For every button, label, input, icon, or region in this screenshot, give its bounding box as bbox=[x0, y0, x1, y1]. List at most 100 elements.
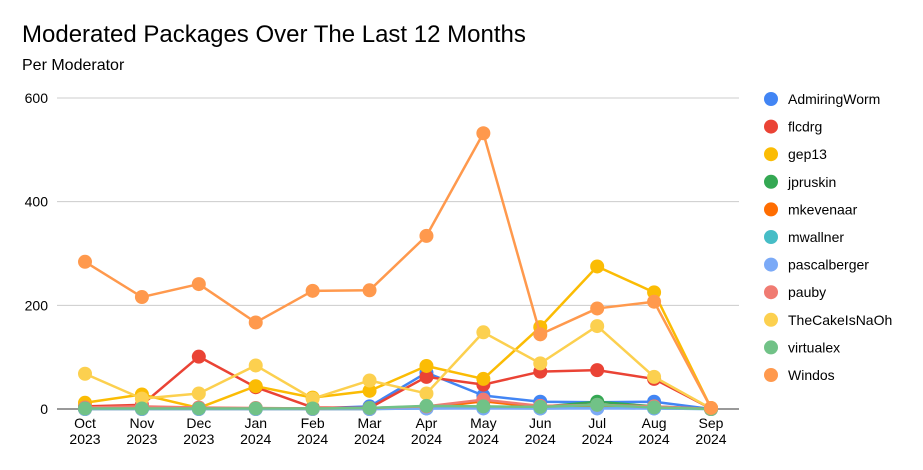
data-point[interactable] bbox=[305, 401, 320, 416]
x-tick-year: 2024 bbox=[525, 431, 556, 447]
x-tick-month: Jan bbox=[244, 415, 267, 431]
x-tick-month: Jul bbox=[588, 415, 606, 431]
data-point[interactable] bbox=[78, 401, 92, 416]
data-point[interactable] bbox=[362, 373, 377, 388]
x-tick-label: Jan 2024 bbox=[240, 415, 271, 447]
data-point[interactable] bbox=[134, 401, 149, 416]
data-point[interactable] bbox=[476, 371, 491, 386]
x-tick-label: Aug 2024 bbox=[639, 415, 670, 447]
y-tick-label: 400 bbox=[25, 194, 49, 210]
x-tick-label: May 2024 bbox=[468, 415, 499, 447]
data-point[interactable] bbox=[590, 397, 605, 412]
x-tick-year: 2024 bbox=[695, 431, 726, 447]
y-tick-label: 0 bbox=[40, 401, 48, 417]
legend-item-mwallner[interactable]: mwallner bbox=[764, 229, 844, 245]
legend-item-thecakeisnaoh[interactable]: TheCakeIsNaOh bbox=[764, 312, 892, 328]
data-point[interactable] bbox=[419, 358, 434, 373]
data-point[interactable] bbox=[647, 369, 662, 384]
data-point[interactable] bbox=[533, 356, 548, 371]
data-point[interactable] bbox=[362, 283, 377, 298]
chart-title: Moderated Packages Over The Last 12 Mont… bbox=[22, 21, 526, 48]
data-point[interactable] bbox=[647, 294, 662, 309]
data-point[interactable] bbox=[419, 386, 434, 401]
data-point[interactable] bbox=[476, 399, 491, 414]
data-point[interactable] bbox=[78, 254, 92, 269]
legend-marker bbox=[764, 92, 778, 106]
legend-item-admiringworm[interactable]: AdmiringWorm bbox=[764, 91, 880, 107]
x-tick-year: 2024 bbox=[297, 431, 328, 447]
chart-subtitle: Per Moderator bbox=[22, 57, 125, 74]
x-tick-year: 2024 bbox=[468, 431, 499, 447]
data-point[interactable] bbox=[476, 325, 491, 340]
data-point[interactable] bbox=[248, 401, 263, 416]
data-point[interactable] bbox=[476, 126, 491, 141]
data-point[interactable] bbox=[533, 399, 548, 414]
legend-label: mwallner bbox=[788, 229, 844, 245]
legend-label: gep13 bbox=[788, 146, 827, 162]
data-point[interactable] bbox=[191, 401, 206, 416]
data-point[interactable] bbox=[590, 363, 605, 378]
data-point[interactable] bbox=[248, 358, 263, 373]
x-tick-label: Oct 2023 bbox=[69, 415, 100, 447]
data-point[interactable] bbox=[647, 400, 662, 415]
x-tick-month: Mar bbox=[357, 415, 381, 431]
series-virtualex bbox=[78, 397, 718, 416]
data-point[interactable] bbox=[191, 386, 206, 401]
data-point[interactable] bbox=[704, 400, 718, 415]
x-tick-month: Jun bbox=[529, 415, 552, 431]
data-point[interactable] bbox=[533, 327, 548, 342]
x-tick-year: 2023 bbox=[183, 431, 214, 447]
x-tick-label: Feb 2024 bbox=[297, 415, 328, 447]
y-tick-label: 600 bbox=[25, 90, 49, 106]
legend-marker bbox=[764, 312, 778, 327]
data-point[interactable] bbox=[362, 400, 377, 415]
data-point[interactable] bbox=[248, 315, 263, 330]
legend-label: pascalberger bbox=[788, 257, 869, 273]
data-point[interactable] bbox=[191, 277, 206, 292]
legend-label: flcdrg bbox=[788, 119, 822, 135]
series-windos bbox=[78, 126, 718, 415]
legend-marker bbox=[764, 257, 778, 272]
legend-marker bbox=[764, 230, 778, 244]
data-point[interactable] bbox=[419, 228, 434, 243]
legend-item-windos[interactable]: Windos bbox=[764, 367, 835, 383]
data-point[interactable] bbox=[590, 301, 605, 316]
x-tick-label: Jul 2024 bbox=[582, 415, 613, 447]
data-point[interactable] bbox=[419, 369, 434, 384]
data-point[interactable] bbox=[134, 391, 149, 406]
legend-item-pascalberger[interactable]: pascalberger bbox=[764, 257, 869, 273]
x-tick-year: 2023 bbox=[69, 431, 100, 447]
x-tick-year: 2024 bbox=[354, 431, 385, 447]
data-point[interactable] bbox=[78, 366, 92, 381]
legend-item-gep13[interactable]: gep13 bbox=[764, 146, 827, 162]
series-line bbox=[84, 324, 712, 410]
legend-item-mkevenaar[interactable]: mkevenaar bbox=[764, 201, 858, 217]
legend-item-flcdrg[interactable]: flcdrg bbox=[764, 119, 822, 135]
data-point[interactable] bbox=[590, 319, 605, 334]
data-point[interactable] bbox=[134, 290, 149, 305]
data-point[interactable] bbox=[419, 398, 434, 413]
x-tick-year: 2024 bbox=[582, 431, 613, 447]
data-point[interactable] bbox=[590, 259, 605, 274]
data-point[interactable] bbox=[362, 383, 377, 398]
legend-item-virtualex[interactable]: virtualex bbox=[764, 339, 840, 355]
legend-item-jpruskin[interactable]: jpruskin bbox=[764, 174, 836, 190]
data-point[interactable] bbox=[305, 283, 320, 298]
series-line bbox=[84, 355, 712, 410]
legend-label: pauby bbox=[788, 284, 826, 300]
legend-marker bbox=[764, 147, 778, 162]
legend-marker bbox=[764, 119, 778, 134]
legend-item-pauby[interactable]: pauby bbox=[764, 284, 826, 300]
data-point[interactable] bbox=[248, 379, 263, 394]
data-point[interactable] bbox=[305, 391, 320, 406]
legend-label: AdmiringWorm bbox=[788, 91, 880, 107]
x-tick-label: Jun 2024 bbox=[525, 415, 556, 447]
legend[interactable]: AdmiringWorm flcdrg gep13 jpruskin mkevenaar… bbox=[764, 91, 892, 383]
x-tick-label: Dec 2023 bbox=[183, 415, 214, 447]
x-tick-month: Sep bbox=[699, 415, 724, 431]
data-point[interactable] bbox=[191, 349, 206, 364]
legend-marker bbox=[764, 285, 778, 300]
x-tick-year: 2024 bbox=[639, 431, 670, 447]
y-axis: 0 200 400 600 bbox=[25, 90, 49, 417]
